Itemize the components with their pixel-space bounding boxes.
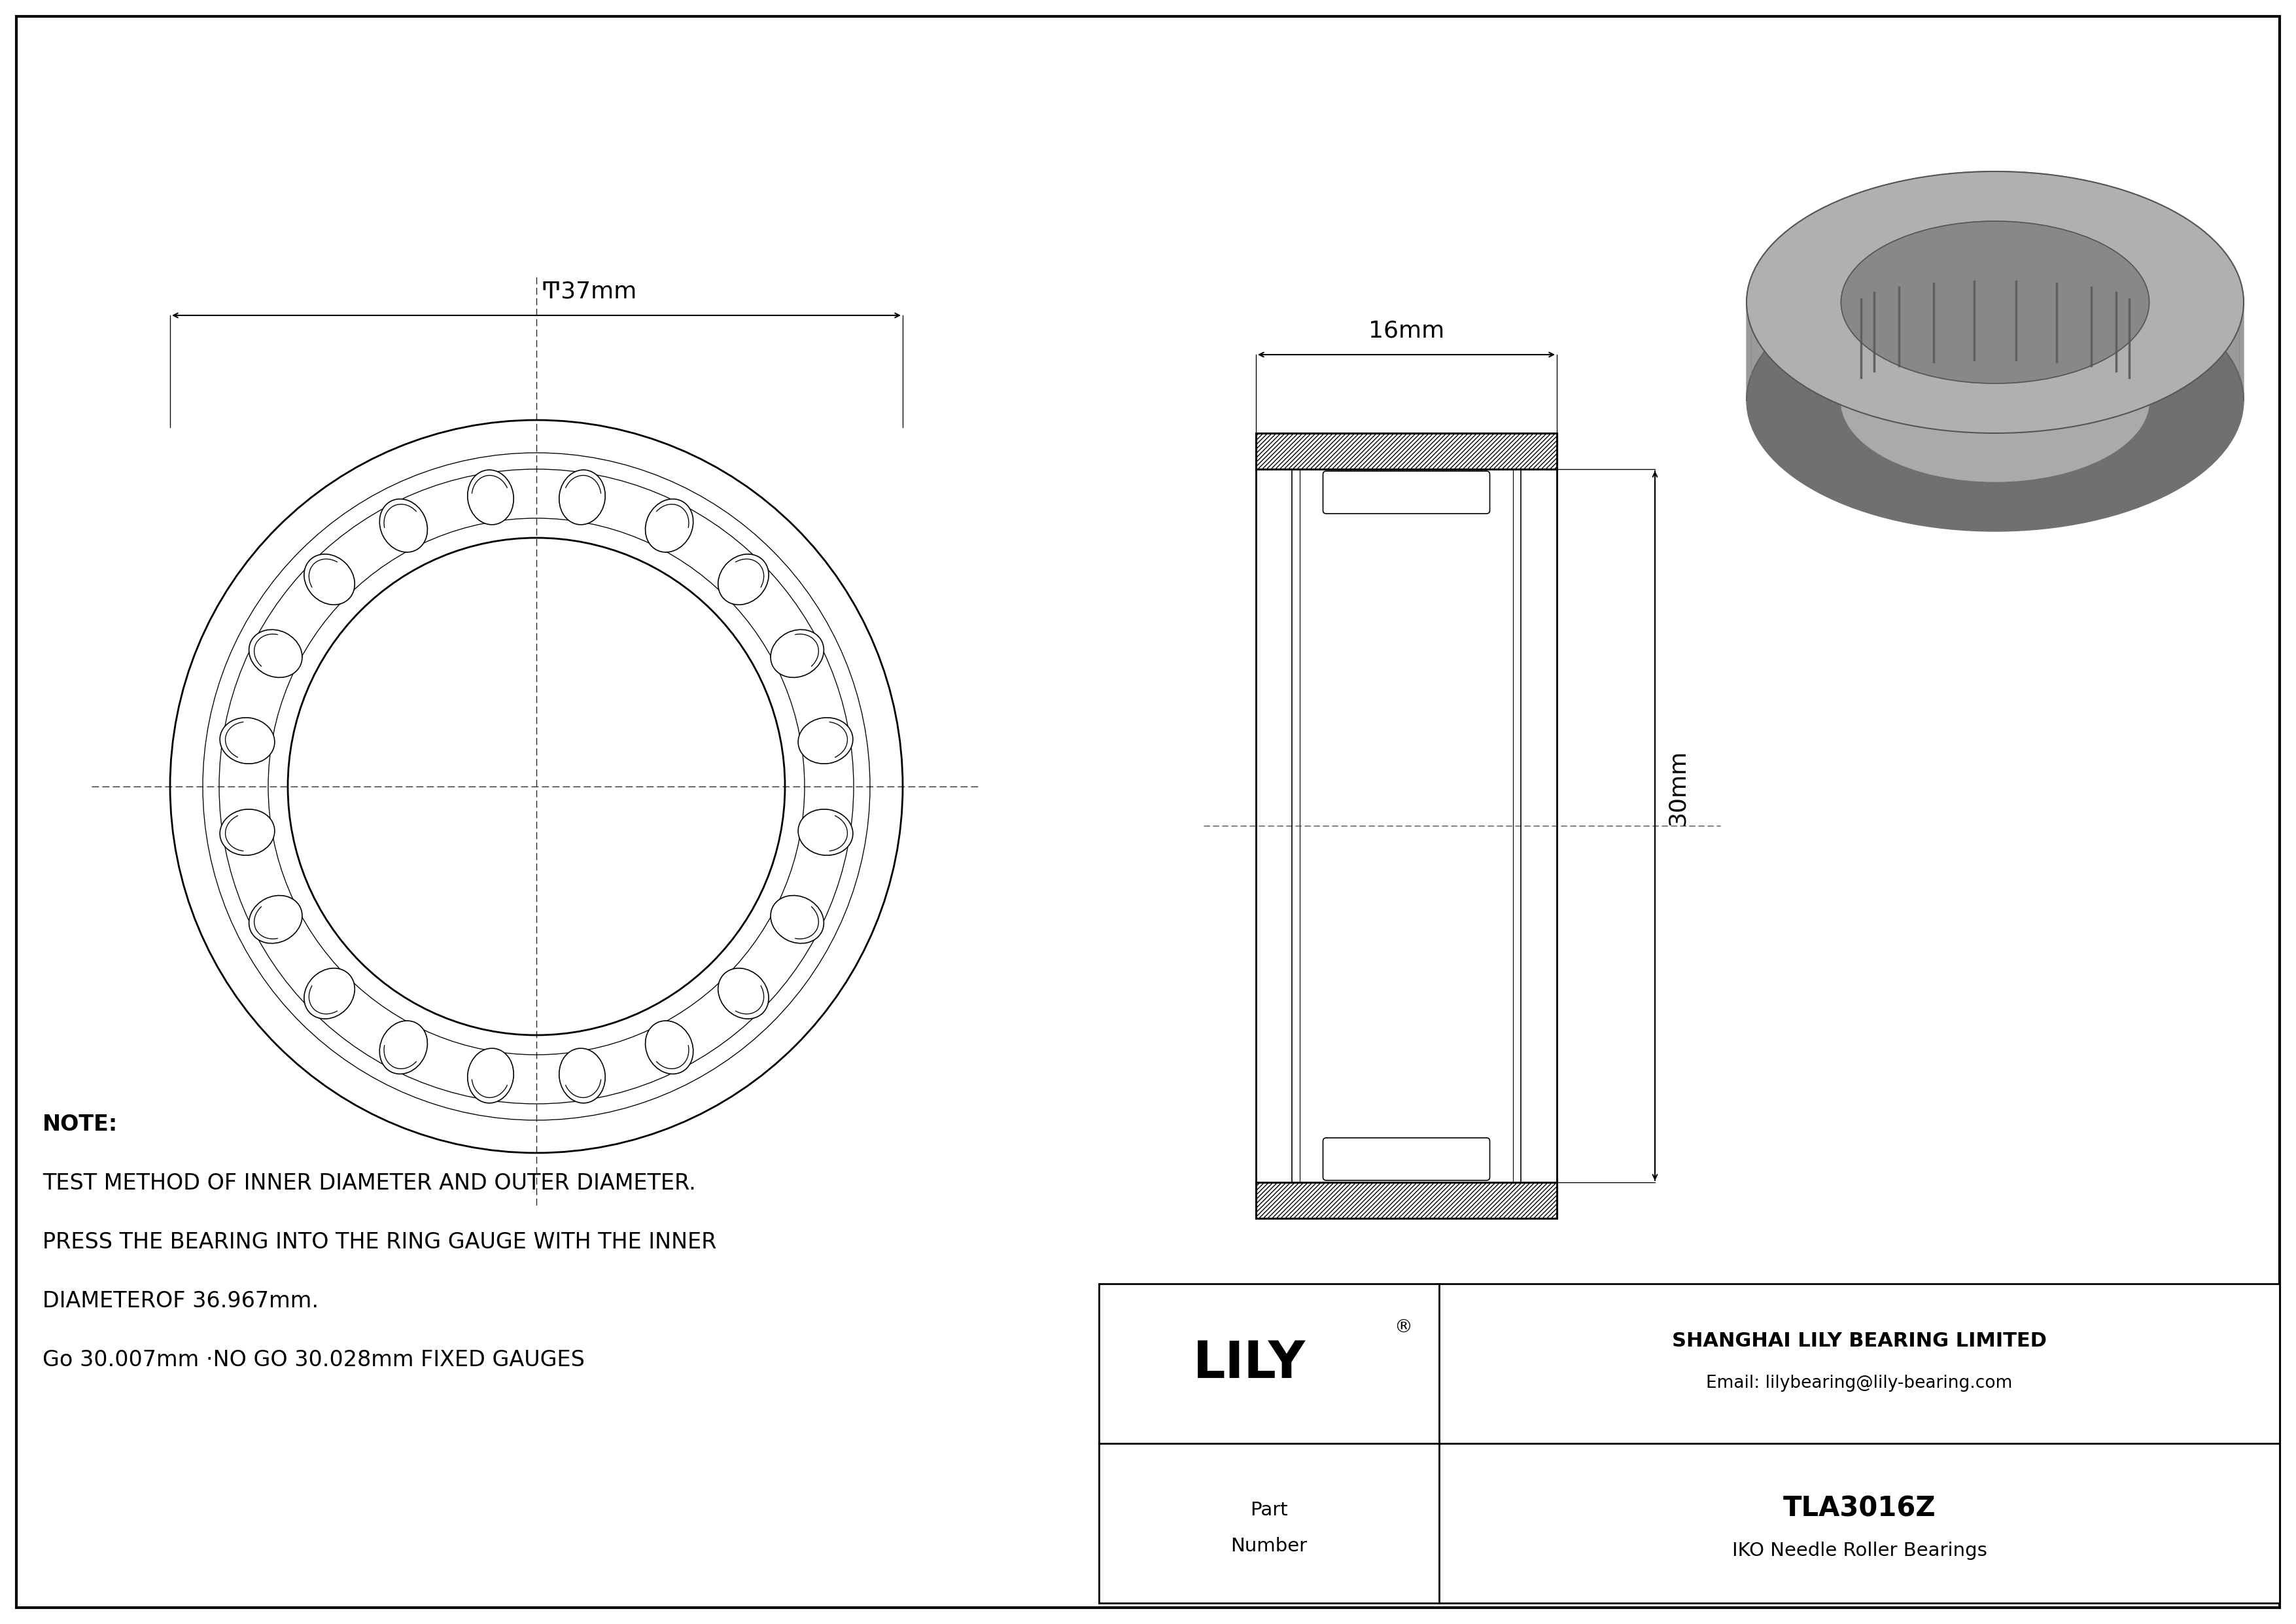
Ellipse shape (771, 895, 824, 944)
Ellipse shape (220, 809, 276, 856)
Ellipse shape (560, 469, 606, 525)
Text: PRESS THE BEARING INTO THE RING GAUGE WITH THE INNER: PRESS THE BEARING INTO THE RING GAUGE WI… (44, 1231, 716, 1254)
Ellipse shape (1841, 221, 2149, 383)
Text: Email: lilybearing@lily-bearing.com: Email: lilybearing@lily-bearing.com (1706, 1374, 2014, 1392)
Ellipse shape (220, 718, 276, 763)
Text: Ͳ37mm: Ͳ37mm (540, 279, 636, 302)
Ellipse shape (248, 630, 303, 677)
FancyBboxPatch shape (1322, 1138, 1490, 1181)
Ellipse shape (379, 499, 427, 552)
Polygon shape (1747, 172, 2243, 401)
Ellipse shape (1747, 172, 2243, 434)
Text: TLA3016Z: TLA3016Z (1784, 1496, 1936, 1523)
Ellipse shape (379, 1021, 427, 1073)
Bar (1100, 1283, 2280, 1603)
Ellipse shape (771, 630, 824, 677)
Text: TEST METHOD OF INNER DIAMETER AND OUTER DIAMETER.: TEST METHOD OF INNER DIAMETER AND OUTER … (44, 1173, 696, 1194)
Ellipse shape (1841, 320, 2149, 482)
Ellipse shape (303, 554, 354, 604)
Text: 30mm: 30mm (1667, 750, 1690, 825)
Ellipse shape (248, 895, 303, 944)
Bar (1256, 1182, 1557, 1218)
Ellipse shape (468, 1049, 514, 1103)
Polygon shape (1841, 221, 2149, 401)
Text: Number: Number (1231, 1536, 1306, 1556)
Ellipse shape (468, 469, 514, 525)
Ellipse shape (1841, 221, 2149, 383)
Text: Go 30.007mm ·NO GO 30.028mm FIXED GAUGES: Go 30.007mm ·NO GO 30.028mm FIXED GAUGES (44, 1350, 585, 1371)
Text: Part: Part (1249, 1501, 1288, 1520)
FancyBboxPatch shape (1322, 471, 1490, 513)
Bar (1256, 1182, 1557, 1218)
Text: 16mm: 16mm (1368, 320, 1444, 341)
Ellipse shape (719, 968, 769, 1018)
Text: DIAMETEROF 36.967mm.: DIAMETEROF 36.967mm. (44, 1291, 319, 1312)
Text: IKO Needle Roller Bearings: IKO Needle Roller Bearings (1731, 1541, 1986, 1561)
Text: LILY: LILY (1194, 1338, 1306, 1389)
Ellipse shape (303, 968, 354, 1018)
Text: SHANGHAI LILY BEARING LIMITED: SHANGHAI LILY BEARING LIMITED (1671, 1332, 2046, 1350)
Ellipse shape (1747, 270, 2243, 531)
Ellipse shape (645, 1021, 693, 1073)
Ellipse shape (560, 1049, 606, 1103)
Ellipse shape (1747, 172, 2243, 434)
Ellipse shape (719, 554, 769, 604)
Text: NOTE:: NOTE: (44, 1114, 117, 1135)
Ellipse shape (799, 718, 852, 763)
Bar (1256, 434, 1557, 469)
Ellipse shape (645, 499, 693, 552)
Bar (1256, 434, 1557, 469)
Text: ®: ® (1394, 1319, 1412, 1337)
Ellipse shape (799, 809, 852, 856)
